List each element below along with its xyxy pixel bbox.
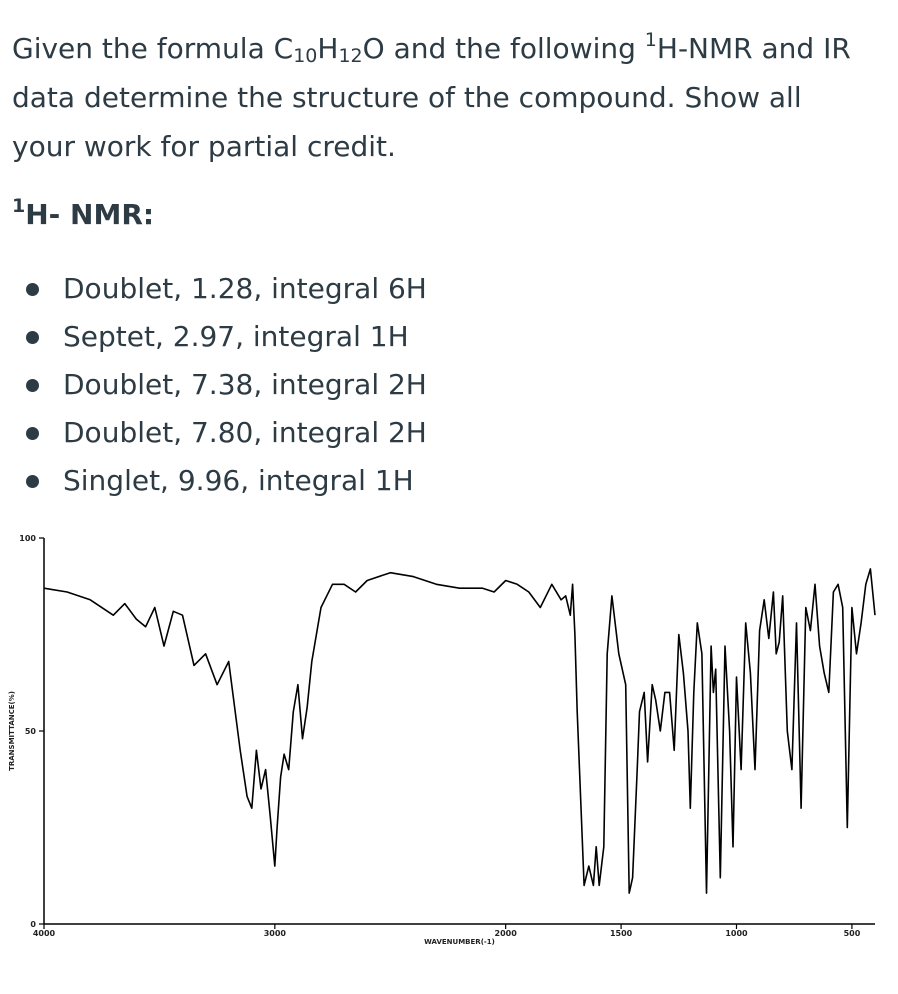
nmr-peak-list: Doublet, 1.28, integral 6H Septet, 2.97,… [26,265,427,505]
x-tick-label: 4000 [33,929,56,938]
nmr-peak-item: Septet, 2.97, integral 1H [26,313,427,361]
question-part-4: H-NMR and IR data determine the structur… [12,32,851,163]
x-tick-label: 1500 [610,929,633,938]
bullet-icon [26,379,39,392]
nmr-heading-text: H- NMR: [25,198,155,231]
nmr-heading-superscript: 1 [12,195,26,217]
transmittance-line [43,568,876,894]
question-text: Given the formula C10H12O and the follow… [12,24,872,171]
question-part-1: Given the formula C [12,32,294,65]
x-tick-label: 3000 [264,929,287,938]
subscript-hydrogen: 12 [338,45,363,67]
y-tick-label: 50 [25,727,37,736]
nmr-peak-text: Septet, 2.97, integral 1H [63,320,409,353]
subscript-carbon: 10 [293,45,318,67]
nmr-heading: 1H- NMR: [12,190,154,239]
nmr-peak-item: Doublet, 1.28, integral 6H [26,265,427,313]
x-tick-label: 2000 [495,929,518,938]
x-axis-label: WAVENUMBER(-1) [424,938,495,946]
ir-spectrum-chart: 0 50 100 4000 3000 2000 1500 1000 500 WAVENUMBER(… [8,534,876,946]
nmr-peak-text: Singlet, 9.96, integral 1H [63,464,414,497]
question-part-3: O and the following [362,32,645,65]
bullet-icon [26,283,39,296]
superscript-isotope: 1 [644,29,657,51]
nmr-peak-text: Doublet, 1.28, integral 6H [63,272,427,305]
bullet-icon [26,475,39,488]
nmr-peak-item: Doublet, 7.80, integral 2H [26,409,427,457]
bullet-icon [26,427,39,440]
question-part-2: H [317,32,339,65]
nmr-peak-item: Doublet, 7.38, integral 2H [26,361,427,409]
nmr-peak-item: Singlet, 9.96, integral 1H [26,457,427,505]
nmr-peak-text: Doublet, 7.38, integral 2H [63,368,427,401]
x-tick-label: 1000 [725,929,748,938]
nmr-peak-text: Doublet, 7.80, integral 2H [63,416,427,449]
y-axis-label: TRANSMITTANCE(%) [8,691,16,771]
y-tick-label: 0 [30,920,36,929]
y-tick-label: 100 [19,534,36,543]
x-tick-label: 500 [844,929,861,938]
bullet-icon [26,331,39,344]
